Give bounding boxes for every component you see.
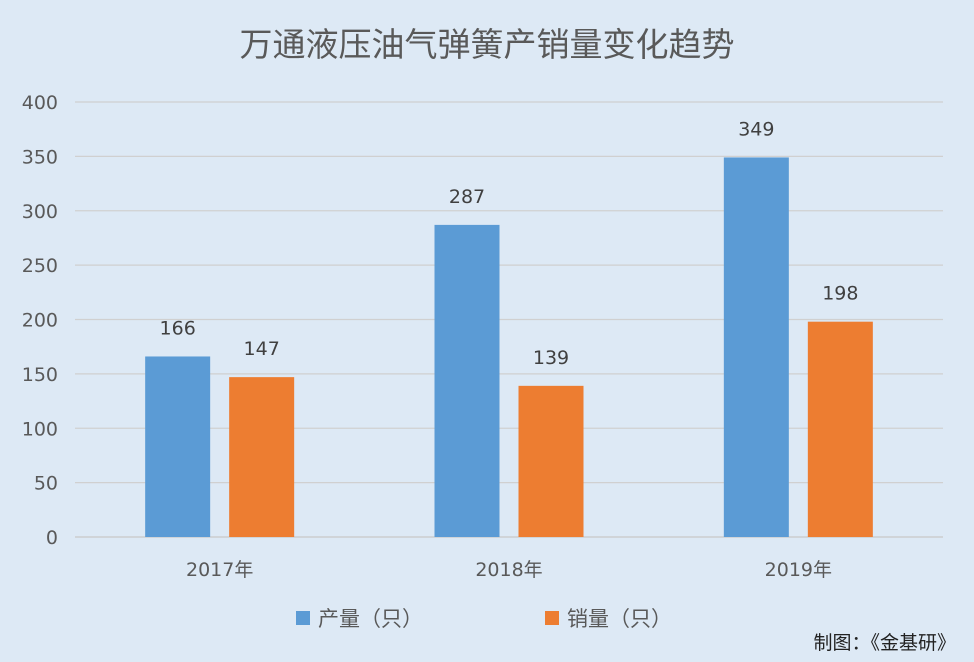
x-tick-label: 2019年 [765,559,832,581]
data-label: 287 [449,186,485,208]
data-label: 147 [244,338,280,360]
credit-text: 制图：《金基研》 [813,632,956,654]
y-tick-label: 100 [22,418,58,440]
bar-production [145,356,211,537]
legend-item-production: 产量（只） [296,603,423,633]
y-tick-label: 350 [22,146,58,168]
legend-item-sales: 销量（只） [545,603,672,633]
bar-production [723,157,789,537]
bar-sales [807,321,873,537]
bar-sales [229,377,295,537]
legend-swatch-production [296,611,310,625]
legend-label-production: 产量（只） [318,607,423,631]
y-tick-label: 50 [34,473,58,495]
data-label: 349 [738,118,774,140]
y-tick-label: 400 [22,92,58,114]
legend-label-sales: 销量（只） [567,607,672,631]
data-label: 139 [533,347,569,369]
y-tick-label: 200 [22,310,58,332]
legend-swatch-sales [545,611,559,625]
x-tick-label: 2017年 [186,559,253,581]
data-label: 166 [160,317,196,339]
x-tick-label: 2018年 [475,559,542,581]
y-tick-label: 250 [22,255,58,277]
y-tick-label: 300 [22,201,58,223]
y-tick-label: 0 [46,527,58,549]
chart-title: 万通液压油气弹簧产销量变化趋势 [239,25,735,64]
bar-sales [518,385,584,537]
bar-production [434,224,500,537]
y-tick-label: 150 [22,364,58,386]
data-label: 198 [822,283,858,305]
